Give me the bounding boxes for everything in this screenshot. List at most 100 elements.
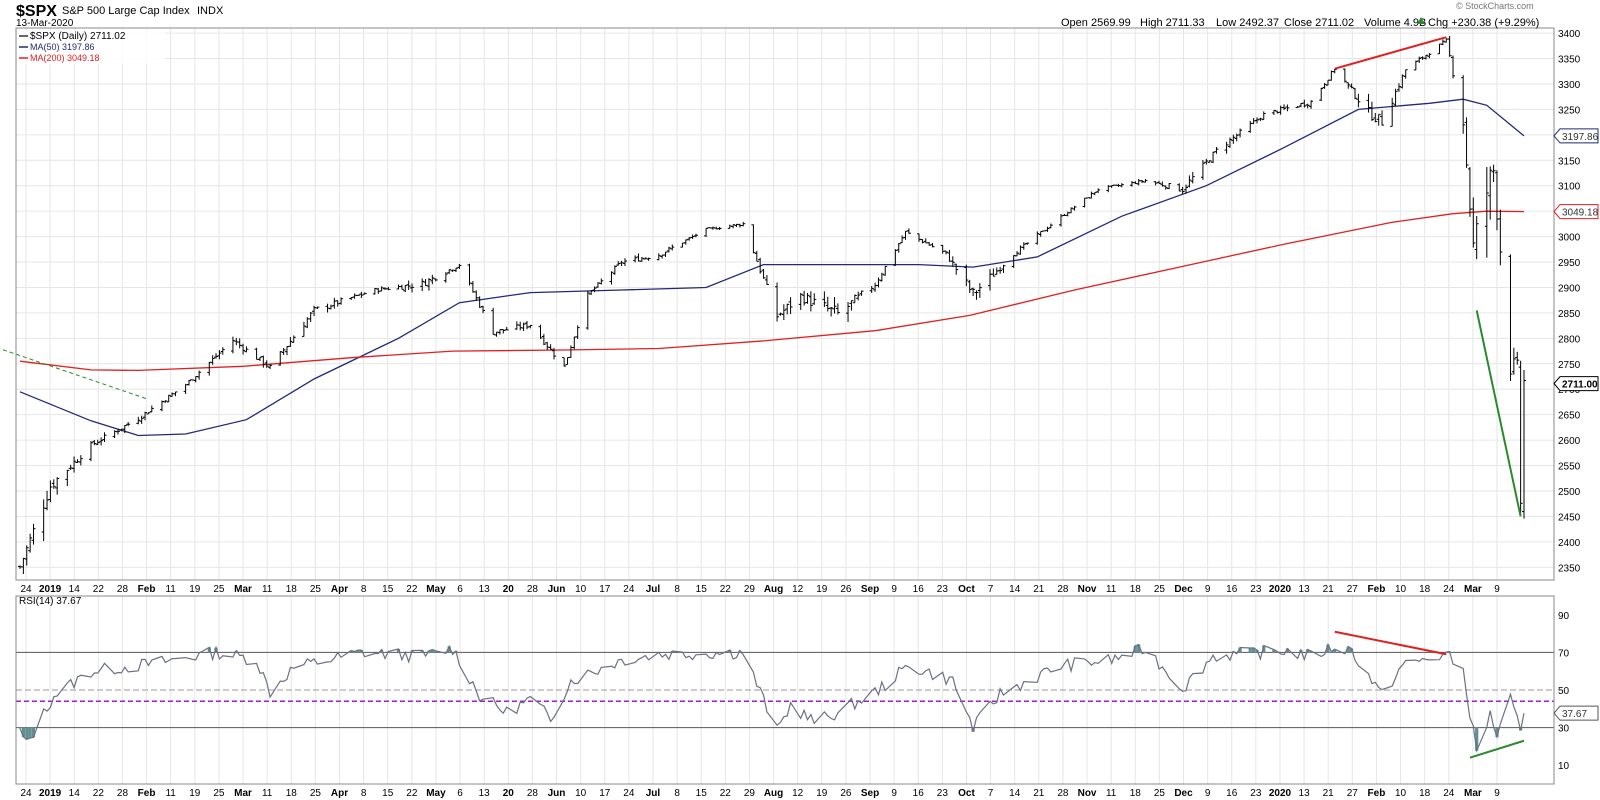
rsi-bearish-divergence-line	[1334, 630, 1447, 656]
rsi-x-tick-label: 22	[406, 788, 418, 799]
rsi-x-tick-label: 16	[1226, 788, 1238, 799]
rsi-x-tick-label: 11	[1106, 788, 1117, 799]
rsi-x-tick-label: 11	[165, 788, 176, 799]
rsi-x-tick-label: 24	[623, 788, 635, 799]
price-x-tick-label: 14	[69, 584, 81, 595]
watermark: © StockCharts.com	[1456, 1, 1534, 11]
exchange-label: INDX	[197, 5, 224, 17]
rsi-x-tick-label: May	[426, 788, 446, 799]
rsi-x-tick-label: Mar	[234, 788, 252, 799]
price-y-tick-label: 3400	[1558, 29, 1581, 40]
price-y-tick-label: 2750	[1558, 360, 1581, 371]
last-price-tag-box	[1553, 376, 1599, 392]
rsi-x-tick-label: Apr	[331, 788, 348, 799]
rsi-bullish-divergence-line	[1469, 739, 1525, 759]
rsi-x-tick-label: 25	[310, 788, 322, 799]
rsi-x-tick-label: 14	[1009, 788, 1021, 799]
rsi-x-tick-label: 17	[599, 788, 611, 799]
price-x-tick-label: 17	[599, 584, 611, 595]
price-x-tick-label: 16	[913, 584, 925, 595]
price-x-tick-label: Nov	[1078, 584, 1097, 595]
price-x-tick-label: 2020	[1269, 584, 1292, 595]
price-x-tick-label: 6	[457, 584, 463, 595]
price-y-tick-label: 2600	[1558, 436, 1581, 447]
value-tags: 3197.86 3049.18 2711.00 37.67	[1553, 128, 1599, 721]
price-x-tick-label: 18	[1419, 584, 1431, 595]
price-x-tick-label: 9	[1494, 584, 1500, 595]
rsi-x-tick-label: 18	[1130, 788, 1142, 799]
rsi-x-tick-label: 23	[1250, 788, 1262, 799]
price-x-tick-label: Mar	[1464, 584, 1482, 595]
rsi-y-tick-label: 90	[1558, 611, 1570, 622]
price-y-tick-label: 2350	[1558, 563, 1581, 574]
rsi-x-tick-label: 13	[1299, 788, 1311, 799]
price-y-tick-label: 2800	[1558, 334, 1581, 345]
price-x-tick-label: Jul	[646, 584, 661, 595]
rsi-x-tick-label: 24	[1443, 788, 1455, 799]
chart-date: 13-Mar-2020	[16, 18, 74, 29]
rsi-value-tag: 37.67	[1562, 709, 1587, 720]
price-x-tick-label: Feb	[138, 584, 156, 595]
price-y-tick-label: 3150	[1558, 156, 1581, 167]
rsi-x-tick-label: Sep	[861, 788, 879, 799]
price-x-tick-label: 13	[1299, 584, 1311, 595]
rsi-x-tick-label: Feb	[138, 788, 156, 799]
price-x-tick-label: 9	[1205, 584, 1211, 595]
close-value: Close 2711.02	[1284, 17, 1354, 29]
rsi-x-tick-label: 25	[213, 788, 225, 799]
price-x-tick-label: 16	[1226, 584, 1238, 595]
price-y-tick-label: 2900	[1558, 283, 1581, 294]
price-x-tick-label: 18	[286, 584, 298, 595]
price-x-tick-label: 26	[840, 584, 852, 595]
price-y-tick-label: 2400	[1558, 538, 1581, 549]
rsi-x-tick-label: 9	[1494, 788, 1500, 799]
price-x-tick-label: 8	[361, 584, 367, 595]
index-name: S&P 500 Large Cap Index	[62, 5, 190, 17]
price-x-tick-label: Apr	[331, 584, 348, 595]
price-x-tick-label: 18	[1130, 584, 1142, 595]
high-value: High 2711.33	[1140, 17, 1205, 29]
ma200-legend: MA(200) 3049.18	[30, 53, 100, 63]
price-x-tick-label: 21	[1033, 584, 1045, 595]
rsi-x-tick-label: 2020	[1269, 788, 1292, 799]
rsi-x-tick-label: 21	[1323, 788, 1335, 799]
rsi-x-tick-label: 12	[792, 788, 804, 799]
rsi-y-tick-label: 30	[1558, 724, 1570, 735]
open-value: Open 2569.99	[1061, 17, 1131, 29]
price-x-tick-label: Oct	[958, 584, 975, 595]
rsi-x-tick-label: Jul	[646, 788, 661, 799]
price-x-tick-label: 19	[816, 584, 828, 595]
price-y-tick-label: 3100	[1558, 182, 1581, 193]
price-y-tick-label: 2950	[1558, 258, 1581, 269]
rsi-x-tick-label: Aug	[764, 788, 783, 799]
rsi-x-tick-label: 28	[527, 788, 539, 799]
rsi-x-tick-label: 26	[840, 788, 852, 799]
rsi-x-tick-label: 28	[117, 788, 129, 799]
rsi-x-tick-label: 20	[503, 788, 515, 799]
price-y-tick-label: 3250	[1558, 105, 1581, 116]
rsi-legend: RSI(14) 37.67	[19, 596, 82, 607]
rsi-x-tick-label: 2019	[39, 788, 62, 799]
price-x-tick-label: 25	[1154, 584, 1166, 595]
ma50-value-tag: 3197.86	[1562, 132, 1599, 143]
rsi-x-tick-label: 25	[1154, 788, 1166, 799]
selloff-trendline	[1475, 310, 1522, 517]
rsi-value-tag-box	[1553, 705, 1599, 721]
price-x-tick-label: 9	[891, 584, 897, 595]
rsi-x-tick-label: 9	[1205, 788, 1211, 799]
price-x-tick-label: 11	[262, 584, 273, 595]
rsi-x-tick-label: 13	[479, 788, 491, 799]
price-x-tick-label: 19	[189, 584, 201, 595]
price-x-tick-label: 27	[1347, 584, 1359, 595]
rsi-x-tick-label: 22	[93, 788, 105, 799]
last-price-tag: 2711.00	[1562, 380, 1598, 391]
rsi-x-tick-label: 29	[744, 788, 756, 799]
price-x-tick-label: 10	[1395, 584, 1407, 595]
rsi-x-tick-label: 16	[913, 788, 925, 799]
price-x-tick-label: 7	[988, 584, 994, 595]
price-bars	[18, 35, 1526, 575]
price-x-tick-label: 28	[1057, 584, 1069, 595]
resistance-line	[1334, 36, 1447, 70]
rsi-x-tick-label: Feb	[1368, 788, 1386, 799]
ma200-line	[19, 210, 1525, 372]
